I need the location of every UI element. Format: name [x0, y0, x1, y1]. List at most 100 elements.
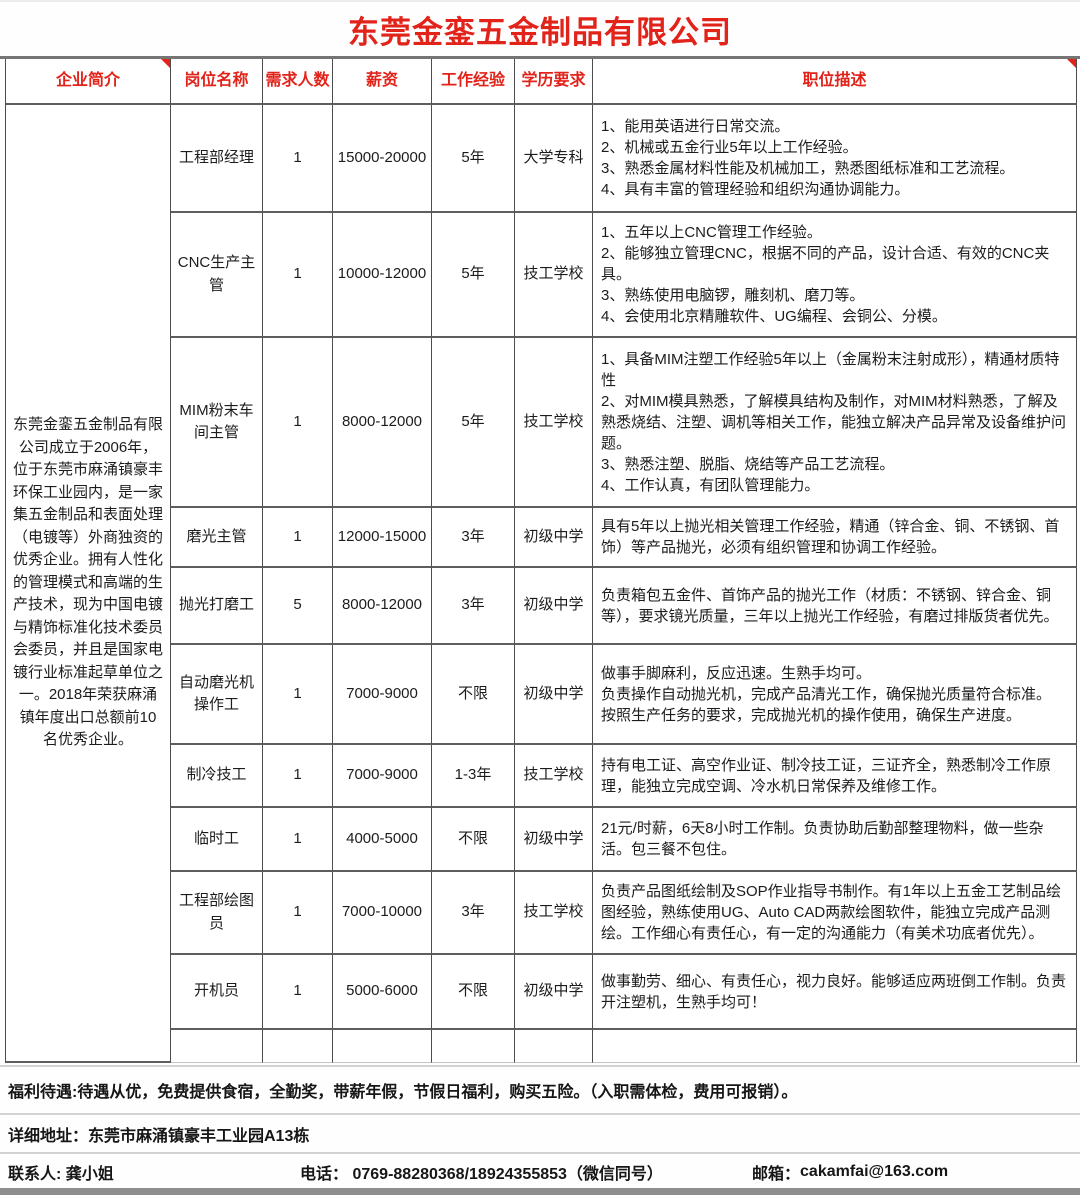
empty-cell: [432, 1030, 515, 1063]
job-count: 1: [263, 105, 333, 213]
job-description-cell: 负责箱包五金件、首饰产品的抛光工作（材质：不锈钢、锌合金、铜等），要求镜光质量，…: [593, 568, 1077, 645]
job-description: 负责产品图纸绘制及SOP作业指导书制作。有1年以上五金工艺制品绘图经验，熟练使用…: [601, 883, 1062, 942]
sheet-top-edge: [0, 0, 1080, 2]
comment-marker-icon: [1067, 59, 1076, 68]
job-description-cell: 1、具备MIM注塑工作经验5年以上（金属粉末注射成形），精通材质特性 2、对MI…: [593, 338, 1077, 508]
header-company-profile: 企业简介: [6, 59, 171, 105]
empty-cell: [333, 1030, 432, 1063]
job-description: 1、具备MIM注塑工作经验5年以上（金属粉末注射成形），精通材质特性 2、对MI…: [601, 350, 1067, 494]
title-bar: 东莞金銮五金制品有限公司: [0, 2, 1080, 56]
email-segment: 邮箱： cakamfai@163.com: [752, 1154, 948, 1190]
job-position: 自动磨光机操作工: [171, 645, 263, 745]
job-description-cell: 1、五年以上CNC管理工作经验。 2、能够独立管理CNC，根据不同的产品，设计合…: [593, 213, 1077, 338]
job-description: 21元/时薪，6天8小时工作制。负责协助后勤部整理物料，做一些杂活。包三餐不包住…: [601, 820, 1044, 858]
job-education: 技工学校: [515, 872, 593, 955]
job-salary: 5000-6000: [333, 955, 432, 1030]
job-count: 1: [263, 338, 333, 508]
header-label: 学历要求: [521, 72, 586, 89]
job-education: 初级中学: [515, 508, 593, 568]
job-description-cell: 具有5年以上抛光相关管理工作经验，精通（锌合金、铜、不锈钢、首饰）等产品抛光，必…: [593, 508, 1077, 568]
welfare-text: 福利待遇:待遇从优，免费提供食宿，全勤奖，带薪年假，节假日福利，购买五险。（入职…: [8, 1084, 798, 1101]
job-description-cell: 做事手脚麻利，反应迅速。生熟手均可。 负责操作自动抛光机，完成产品清光工作，确保…: [593, 645, 1077, 745]
job-description: 1、能用英语进行日常交流。 2、机械或五金行业5年以上工作经验。 3、熟悉金属材…: [601, 118, 1015, 198]
header-label: 职位描述: [802, 72, 867, 89]
job-education: 初级中学: [515, 645, 593, 745]
job-description: 具有5年以上抛光相关管理工作经验，精通（锌合金、铜、不锈钢、首饰）等产品抛光，必…: [601, 518, 1060, 556]
job-salary: 8000-12000: [333, 568, 432, 645]
job-salary: 15000-20000: [333, 105, 432, 213]
job-experience: 5年: [432, 105, 515, 213]
welfare-row: 福利待遇:待遇从优，免费提供食宿，全勤奖，带薪年假，节假日福利，购买五险。（入职…: [0, 1065, 1080, 1113]
bottom-strip: [0, 1188, 1080, 1195]
job-experience: 不限: [432, 955, 515, 1030]
comment-marker-icon: [161, 59, 170, 68]
job-experience: 5年: [432, 338, 515, 508]
job-position: 磨光主管: [171, 508, 263, 568]
job-experience: 3年: [432, 872, 515, 955]
header-label: 工作经验: [440, 72, 505, 89]
job-count: 1: [263, 213, 333, 338]
header-experience: 工作经验: [432, 59, 515, 105]
address-text: 详细地址：东莞市麻涌镇豪丰工业园A13栋: [8, 1127, 310, 1145]
job-description-cell: 做事勤劳、细心、有责任心，视力良好。能够适应两班倒工作制。负责开注塑机，生熟手均…: [593, 955, 1077, 1030]
job-education: 技工学校: [515, 338, 593, 508]
job-position: 制冷技工: [171, 745, 263, 808]
job-salary: 10000-12000: [333, 213, 432, 338]
contact-person: 联系人: 龚小姐: [8, 1166, 114, 1183]
header-description: 职位描述: [593, 59, 1077, 105]
job-experience: 不限: [432, 808, 515, 872]
job-position: 抛光打磨工: [171, 568, 263, 645]
job-education: 初级中学: [515, 955, 593, 1030]
job-experience: 不限: [432, 645, 515, 745]
job-position: 工程部经理: [171, 105, 263, 213]
header-label: 岗位名称: [184, 72, 249, 89]
job-count: 1: [263, 508, 333, 568]
job-position: MIM粉末车间主管: [171, 338, 263, 508]
job-description-cell: 1、能用英语进行日常交流。 2、机械或五金行业5年以上工作经验。 3、熟悉金属材…: [593, 105, 1077, 213]
job-count: 1: [263, 872, 333, 955]
job-education: 初级中学: [515, 568, 593, 645]
job-description: 做事手脚麻利，反应迅速。生熟手均可。 负责操作自动抛光机，完成产品清光工作，确保…: [601, 664, 1052, 724]
job-count: 5: [263, 568, 333, 645]
job-count: 1: [263, 645, 333, 745]
job-count: 1: [263, 808, 333, 872]
header-position: 岗位名称: [171, 59, 263, 105]
job-description-cell: 持有电工证、高空作业证、制冷技工证，三证齐全，熟悉制冷工作原理，能独立完成空调、…: [593, 745, 1077, 808]
empty-cell: [263, 1030, 333, 1063]
address-row: 详细地址：东莞市麻涌镇豪丰工业园A13栋: [0, 1113, 1080, 1152]
job-experience: 1-3年: [432, 745, 515, 808]
job-salary: 7000-9000: [333, 745, 432, 808]
job-description: 负责箱包五金件、首饰产品的抛光工作（材质：不锈钢、锌合金、铜等），要求镜光质量，…: [601, 586, 1059, 625]
job-description: 做事勤劳、细心、有责任心，视力良好。能够适应两班倒工作制。负责开注塑机，生熟手均…: [601, 972, 1067, 1011]
job-education: 技工学校: [515, 213, 593, 338]
job-education: 初级中学: [515, 808, 593, 872]
job-description: 持有电工证、高空作业证、制冷技工证，三证齐全，熟悉制冷工作原理，能独立完成空调、…: [601, 756, 1052, 795]
job-salary: 8000-12000: [333, 338, 432, 508]
phone-segment: 电话： 0769-88280368/18924355853（微信同号）: [300, 1154, 663, 1190]
job-description-cell: 负责产品图纸绘制及SOP作业指导书制作。有1年以上五金工艺制品绘图经验，熟练使用…: [593, 872, 1077, 955]
job-position: CNC生产主管: [171, 213, 263, 338]
email-value: cakamfai@163.com: [800, 1163, 949, 1180]
job-education: 大学专科: [515, 105, 593, 213]
header-education: 学历要求: [515, 59, 593, 105]
empty-cell: [593, 1030, 1077, 1063]
company-profile-cell: 东莞金銮五金制品有限公司成立于2006年，位于东莞市麻涌镇豪丰环保工业园内，是一…: [6, 105, 171, 1063]
job-table: 企业简介 岗位名称 需求人数 薪资 工作经验 学历要求 职位描述 东莞金銮五金制…: [5, 59, 1077, 1063]
phone-label: 电话：: [300, 1166, 349, 1183]
table-top-rule: [0, 56, 1080, 59]
job-position: 临时工: [171, 808, 263, 872]
empty-cell: [171, 1030, 263, 1063]
email-label: 邮箱：: [752, 1166, 801, 1183]
job-salary: 7000-10000: [333, 872, 432, 955]
job-salary: 7000-9000: [333, 645, 432, 745]
job-count: 1: [263, 745, 333, 808]
header-label: 需求人数: [265, 72, 330, 89]
job-salary: 4000-5000: [333, 808, 432, 872]
job-experience: 3年: [432, 568, 515, 645]
job-experience: 3年: [432, 508, 515, 568]
job-count: 1: [263, 955, 333, 1030]
header-label: 薪资: [365, 72, 398, 89]
header-count: 需求人数: [263, 59, 333, 105]
job-education: 技工学校: [515, 745, 593, 808]
